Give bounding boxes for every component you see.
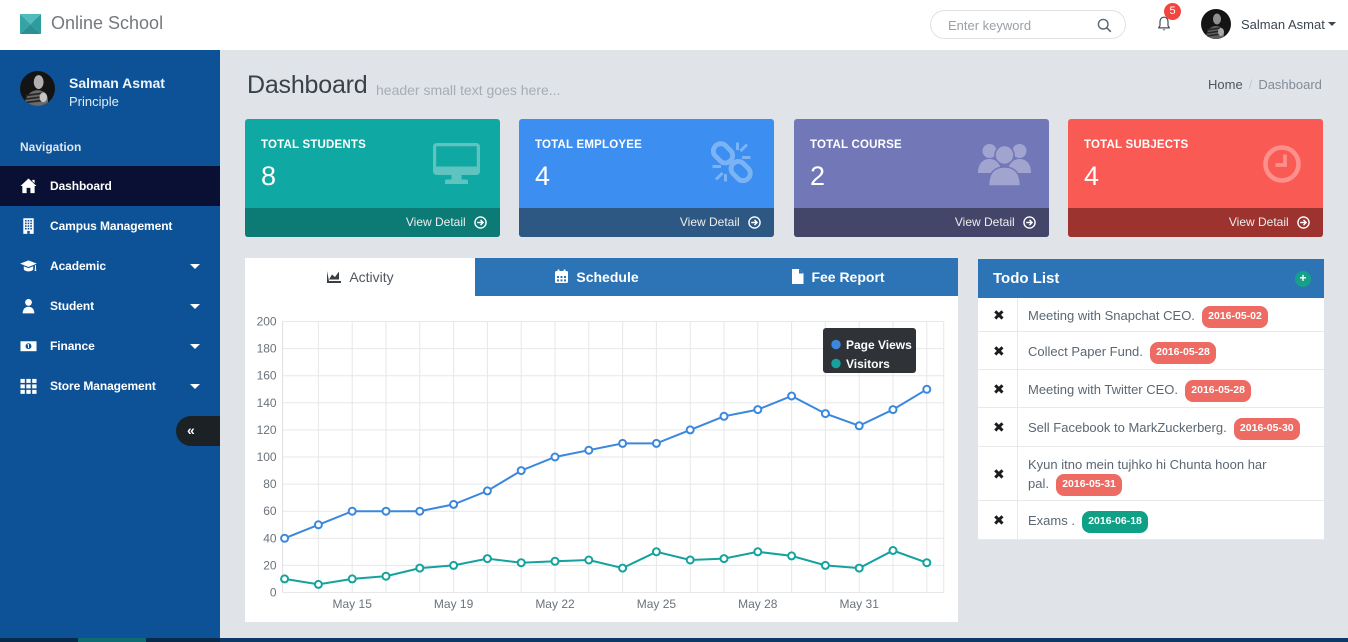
svg-text:May 31: May 31 [840,597,880,611]
svg-text:Visitors: Visitors [846,357,890,371]
svg-text:120: 120 [257,423,277,437]
svg-text:140: 140 [257,396,277,410]
svg-text:20: 20 [263,558,277,572]
svg-text:Page Views: Page Views [846,338,912,352]
svg-text:May 15: May 15 [333,597,373,611]
svg-text:May 19: May 19 [434,597,474,611]
svg-text:May 25: May 25 [637,597,677,611]
svg-text:60: 60 [263,504,277,518]
svg-text:0: 0 [270,586,277,600]
svg-text:May 28: May 28 [738,597,778,611]
svg-text:180: 180 [257,342,277,356]
svg-text:40: 40 [263,531,277,545]
svg-text:80: 80 [263,477,277,491]
svg-text:May 22: May 22 [535,597,575,611]
svg-text:200: 200 [257,315,277,329]
svg-text:160: 160 [257,369,277,383]
svg-text:100: 100 [257,450,277,464]
